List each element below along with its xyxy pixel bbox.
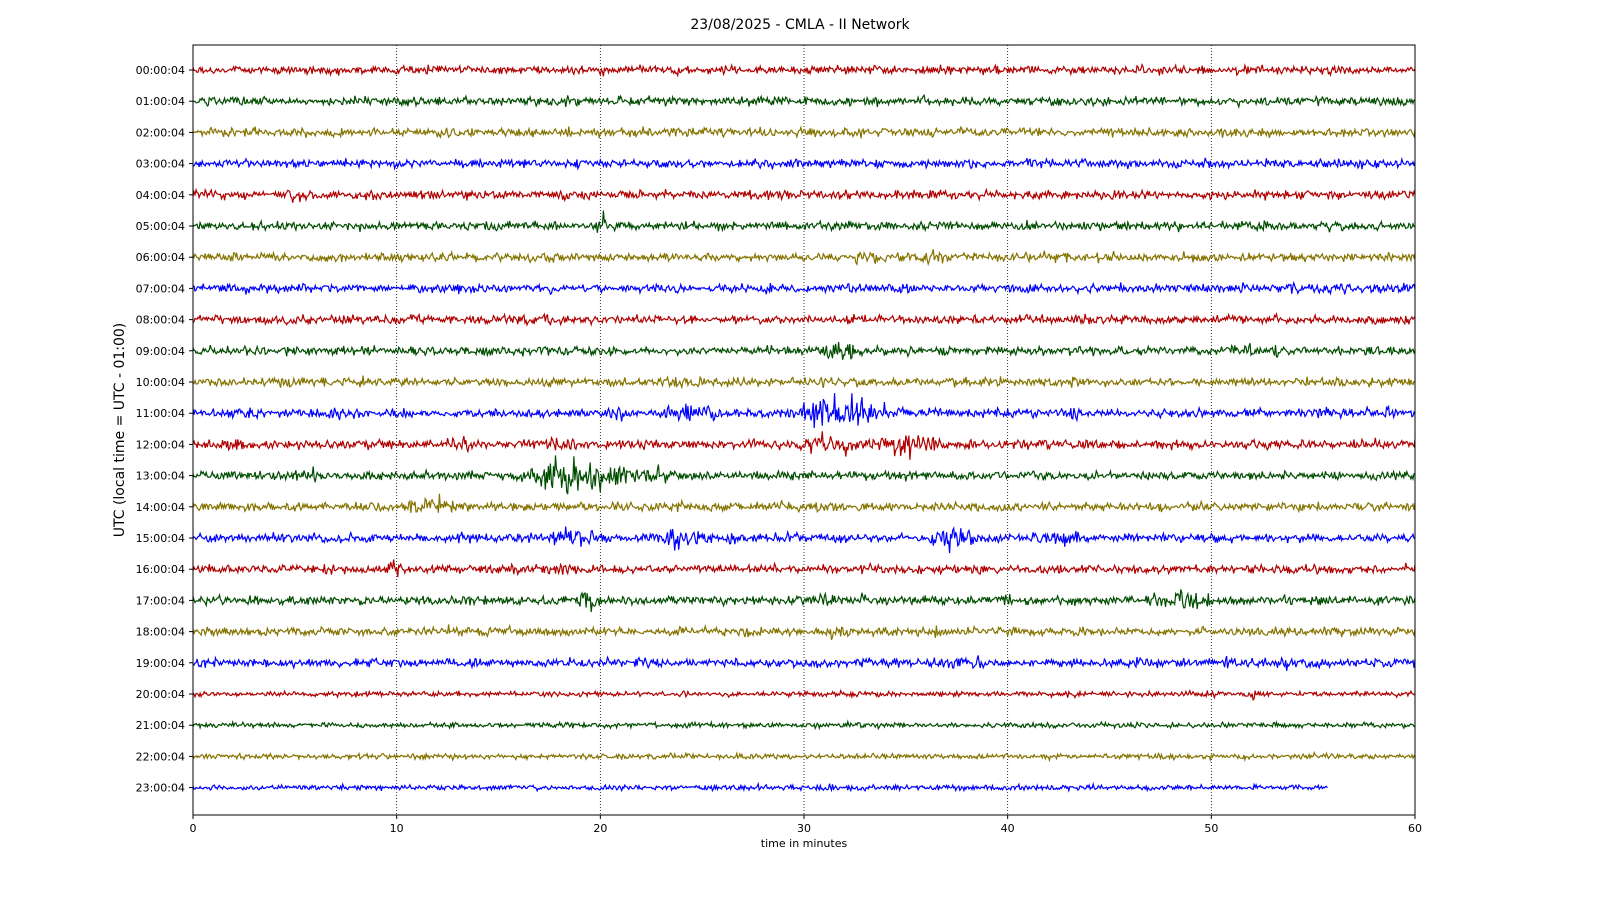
y-tick-label: 03:00:04 [136, 158, 185, 171]
x-tick-label: 0 [190, 822, 197, 835]
trace-row [192, 210, 1416, 233]
y-tick-label: 06:00:04 [136, 251, 185, 264]
trace-row [192, 781, 1328, 793]
trace-row [192, 655, 1416, 671]
y-tick-label: 19:00:04 [136, 657, 185, 670]
trace-row [192, 526, 1416, 554]
trace-row [192, 688, 1416, 702]
trace-row [192, 559, 1416, 578]
y-tick-label: 11:00:04 [136, 407, 185, 420]
y-tick-label: 04:00:04 [136, 189, 185, 202]
x-tick-label: 60 [1408, 822, 1422, 835]
y-tick-label: 14:00:04 [136, 501, 185, 514]
trace-row [192, 280, 1416, 296]
trace-row [192, 249, 1416, 267]
y-tick-label: 05:00:04 [136, 220, 185, 233]
y-tick-labels: 00:00:04 01:00:04 02:00:04 03:00:04 04:00:04… [136, 64, 193, 795]
y-tick-label: 10:00:04 [136, 376, 185, 389]
y-tick-label: 12:00:04 [136, 438, 185, 451]
trace-row [192, 156, 1416, 171]
traces [192, 62, 1416, 793]
grid-lines [396, 45, 1212, 815]
trace-row [192, 62, 1416, 78]
y-tick-label: 13:00:04 [136, 470, 185, 483]
y-tick-label: 15:00:04 [136, 532, 185, 545]
y-tick-label: 22:00:04 [136, 750, 185, 763]
y-tick-label: 00:00:04 [136, 64, 185, 77]
y-tick-label: 01:00:04 [136, 95, 185, 108]
x-tick-label: 50 [1204, 822, 1218, 835]
y-axis-label: UTC (local time = UTC - 01:00) [112, 323, 128, 538]
trace-row [192, 187, 1416, 203]
trace-row [192, 589, 1416, 613]
trace-row [192, 455, 1416, 495]
y-tick-label: 07:00:04 [136, 282, 185, 295]
trace-row [192, 623, 1416, 641]
trace-row [192, 431, 1416, 460]
y-tick-label: 20:00:04 [136, 688, 185, 701]
x-tick-label: 30 [797, 822, 811, 835]
trace-row [192, 341, 1416, 360]
trace-row [192, 311, 1416, 327]
trace-row [192, 719, 1416, 731]
trace-row [192, 375, 1416, 390]
y-tick-label: 23:00:04 [136, 782, 185, 795]
trace-row [192, 93, 1416, 110]
y-tick-label: 16:00:04 [136, 563, 185, 576]
y-tick-label: 17:00:04 [136, 594, 185, 607]
y-tick-label: 08:00:04 [136, 314, 185, 327]
x-axis-label: time in minutes [761, 837, 848, 850]
x-tick-labels: 0 10 20 30 40 50 60 [190, 815, 1422, 835]
y-tick-label: 09:00:04 [136, 345, 185, 358]
y-tick-label: 18:00:04 [136, 626, 185, 639]
y-tick-label: 02:00:04 [136, 126, 185, 139]
x-tick-label: 10 [390, 822, 404, 835]
trace-row [192, 493, 1416, 514]
trace-row [192, 125, 1416, 140]
y-tick-label: 21:00:04 [136, 719, 185, 732]
trace-row [192, 393, 1416, 429]
chart-title: 23/08/2025 - CMLA - II Network [690, 17, 910, 33]
x-tick-label: 20 [593, 822, 607, 835]
trace-row [192, 750, 1416, 763]
x-tick-label: 40 [1001, 822, 1015, 835]
